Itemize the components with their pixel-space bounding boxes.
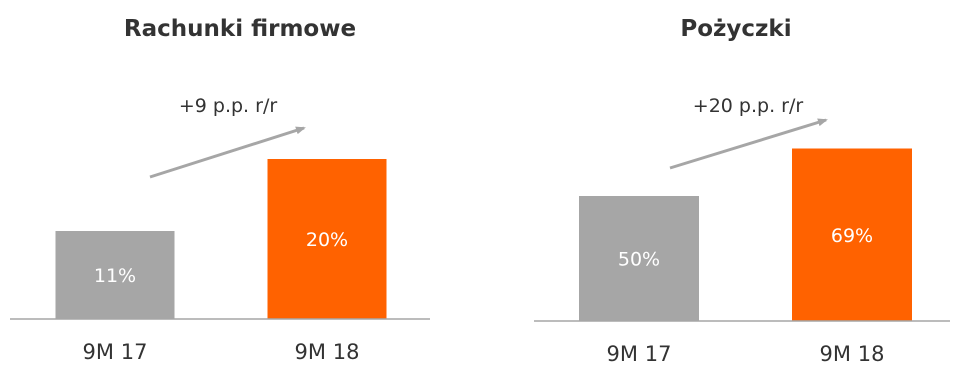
chart-right-tick-9m18: 9M 18 — [820, 342, 885, 365]
chart-right-value-label-9m18: 69% — [831, 225, 873, 247]
chart-right-bar-9m18 — [792, 148, 912, 321]
chart-right-annotation: +20 p.p. r/r — [693, 95, 804, 117]
chart-left-value-label-9m18: 20% — [306, 229, 348, 251]
chart-left-title: Rachunki firmowe — [124, 16, 356, 42]
chart-right-title: Pożyczki — [680, 16, 791, 42]
chart-right-trend-arrow — [669, 118, 828, 170]
chart-right: Pożyczki +20 p.p. r/r 50% 69% 9M 17 9M 1… — [534, 16, 950, 365]
chart-left-bar-9m17 — [55, 231, 175, 319]
chart-left-tick-9m17: 9M 17 — [83, 340, 148, 364]
chart-right-bar-9m17 — [579, 196, 699, 321]
chart-left-value-label-9m17: 11% — [94, 265, 136, 287]
chart-right-value-label-9m17: 50% — [618, 249, 660, 271]
chart-left-annotation: +9 p.p. r/r — [179, 95, 278, 117]
chart-left-bar-9m18 — [267, 159, 387, 319]
chart-left-trend-arrow — [149, 126, 306, 179]
chart-right-tick-9m17: 9M 17 — [607, 342, 672, 365]
chart-left-tick-9m18: 9M 18 — [295, 340, 360, 364]
chart-left: Rachunki firmowe +9 p.p. r/r 11% 20% 9M … — [10, 16, 430, 364]
